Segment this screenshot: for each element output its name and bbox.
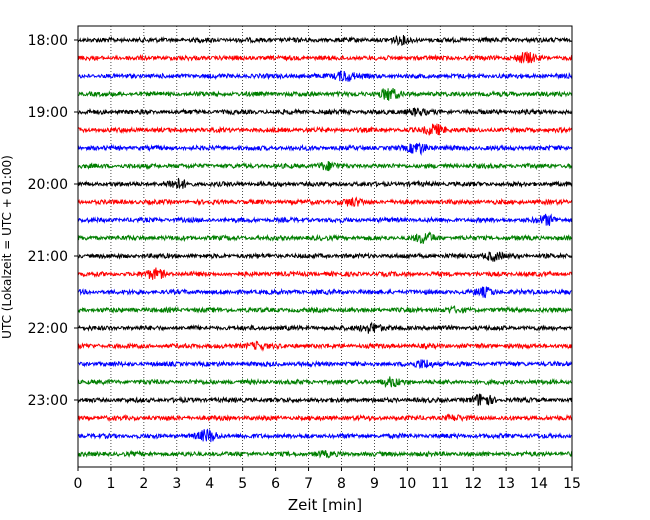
x-tick-label-0: 0 (74, 476, 83, 492)
trace-1915 (77, 123, 573, 136)
x-tick-label-6: 6 (271, 476, 280, 492)
x-tick-label-9: 9 (370, 476, 379, 492)
x-tick-label-7: 7 (304, 476, 313, 492)
trace-1930 (77, 142, 573, 156)
trace-2130 (77, 286, 573, 299)
y-tick-label-4: 22:00 (28, 321, 68, 337)
trace-2345 (77, 449, 573, 459)
x-tick-label-13: 13 (497, 476, 515, 492)
trace-2100 (77, 251, 573, 262)
trace-2200 (77, 321, 573, 334)
x-axis-label: Zeit [min] (288, 496, 362, 514)
y-axis: 18:00 19:00 20:00 21:00 22:00 23:00 (28, 33, 78, 409)
y-tick-label-2: 20:00 (28, 177, 68, 193)
plot-frame (77, 25, 573, 468)
x-tick-label-2: 2 (139, 476, 148, 492)
trace-2215 (77, 340, 573, 352)
x-axis: 0 1 2 3 4 5 6 7 8 9 10 11 12 13 14 15 (74, 467, 581, 492)
x-tick-label-3: 3 (172, 476, 181, 492)
x-tick-label-14: 14 (530, 476, 548, 492)
trace-2315 (77, 413, 573, 423)
trace-2300 (77, 393, 573, 406)
trace-2330 (77, 428, 573, 443)
y-tick-label-5: 23:00 (28, 393, 68, 409)
y-axis-label: UTC (Lokalzeit = UTC + 01:00) (0, 155, 14, 339)
trace-1800 (77, 35, 573, 47)
x-tick-label-1: 1 (106, 476, 115, 492)
x-tick-label-5: 5 (238, 476, 247, 492)
trace-1845 (77, 88, 573, 101)
trace-2000 (77, 177, 573, 190)
x-tick-label-11: 11 (431, 476, 449, 492)
trace-1815 (77, 51, 573, 64)
x-tick-label-4: 4 (205, 476, 214, 492)
x-tick-label-15: 15 (563, 476, 581, 492)
y-tick-label-1: 19:00 (28, 105, 68, 121)
trace-1830 (77, 70, 573, 82)
trace-2230 (77, 359, 573, 370)
trace-2145 (77, 305, 573, 315)
trace-2045 (77, 231, 573, 244)
x-tick-label-8: 8 (337, 476, 346, 492)
trace-2030 (77, 213, 573, 226)
trace-1900 (77, 107, 573, 117)
trace-2245 (77, 376, 573, 388)
x-tick-label-12: 12 (464, 476, 482, 492)
trace-2115 (77, 267, 573, 280)
trace-1945 (77, 161, 573, 172)
y-tick-label-3: 21:00 (28, 249, 68, 265)
trace-2015 (77, 196, 573, 208)
y-tick-label-0: 18:00 (28, 33, 68, 49)
traces (77, 35, 573, 459)
x-tick-label-10: 10 (398, 476, 416, 492)
